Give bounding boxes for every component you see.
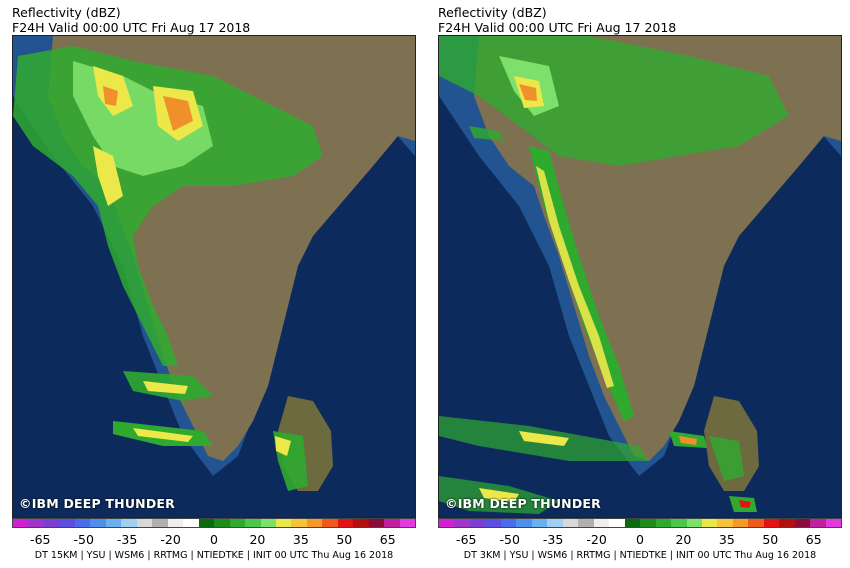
colorbar-tick-label: 0 xyxy=(636,532,644,547)
colorbar-segment xyxy=(624,519,641,527)
colorbar-segment xyxy=(13,519,29,527)
colorbar-tick-label: 35 xyxy=(292,532,309,547)
panel-title: Reflectivity (dBZ) F24H Valid 00:00 UTC … xyxy=(438,5,676,35)
colorbar-segment xyxy=(183,519,199,527)
colorbar-segment xyxy=(485,519,501,527)
colorbar-segment xyxy=(167,519,184,527)
panel-15km: Reflectivity (dBZ) F24H Valid 00:00 UTC … xyxy=(10,0,416,568)
colorbar-tick-label: -50 xyxy=(499,532,520,547)
colorbar-segment xyxy=(701,519,718,527)
colorbar-tick-label: -35 xyxy=(116,532,138,547)
watermark: ©IBM DEEP THUNDER xyxy=(19,496,175,511)
colorbar-ticks: -65 -50 -35 -20 0 20 35 50 65 xyxy=(12,532,416,547)
colorbar-segment xyxy=(500,519,517,527)
colorbar-segment xyxy=(810,519,826,527)
colorbar-tick-label: 20 xyxy=(249,532,266,547)
colorbar-segment xyxy=(384,519,400,527)
colorbar-segment xyxy=(136,519,153,527)
colorbar-tick-label: -50 xyxy=(73,532,94,547)
colorbar-tick-label: -65 xyxy=(456,532,477,547)
colorbar-segment xyxy=(229,519,246,527)
colorbar-tick-label: -35 xyxy=(542,532,564,547)
colorbar-segment xyxy=(275,519,292,527)
colorbar-segment xyxy=(671,519,687,527)
colorbar-segment xyxy=(779,519,795,527)
colorbar-segment xyxy=(152,519,168,527)
colorbar-segment xyxy=(59,519,75,527)
colorbar-tick-label: 0 xyxy=(210,532,218,547)
colorbar-segment xyxy=(260,519,276,527)
title-variable: Reflectivity (dBZ) xyxy=(438,5,547,20)
colorbar-ticks: -65 -50 -35 -20 0 20 35 50 65 xyxy=(438,532,842,547)
colorbar-tick-label: 50 xyxy=(762,532,779,547)
colorbar-segment xyxy=(214,519,230,527)
colorbar-tick-label: 35 xyxy=(718,532,735,547)
colorbar-segment xyxy=(763,519,780,527)
colorbar-segment xyxy=(198,519,215,527)
colorbar-segment xyxy=(105,519,122,527)
panel-3km: Reflectivity (dBZ) F24H Valid 00:00 UTC … xyxy=(436,0,842,568)
title-variable: Reflectivity (dBZ) xyxy=(12,5,121,20)
colorbar-segment xyxy=(794,519,811,527)
colorbar-tick-label: 65 xyxy=(379,532,396,547)
colorbar-segment xyxy=(732,519,749,527)
colorbar-segment xyxy=(516,519,532,527)
precipitation-echoes xyxy=(13,46,323,491)
precipitation-echoes xyxy=(439,36,789,514)
title-valid-time: F24H Valid 00:00 UTC Fri Aug 17 2018 xyxy=(12,20,251,35)
watermark: ©IBM DEEP THUNDER xyxy=(445,496,601,511)
panel-title: Reflectivity (dBZ) F24H Valid 00:00 UTC … xyxy=(12,5,250,35)
colorbar-segment xyxy=(593,519,610,527)
colorbar-tick-label: 65 xyxy=(805,532,822,547)
colorbar-segment xyxy=(655,519,672,527)
colorbar-segment xyxy=(531,519,548,527)
colorbar-tick-label: 50 xyxy=(336,532,353,547)
colorbar xyxy=(12,518,416,528)
colorbar-segment xyxy=(686,519,702,527)
model-footer: DT 3KM | YSU | WSM6 | RRTMG | NTIEDTKE |… xyxy=(463,550,817,561)
colorbar-segment xyxy=(291,519,307,527)
colorbar-segment xyxy=(74,519,91,527)
map-graphic xyxy=(13,36,415,517)
radar-map: ©IBM DEEP THUNDER xyxy=(438,35,842,518)
colorbar-segment xyxy=(640,519,656,527)
colorbar-segment xyxy=(90,519,106,527)
colorbar-segment xyxy=(43,519,60,527)
colorbar-segment xyxy=(245,519,261,527)
colorbar-segment xyxy=(609,519,625,527)
colorbar-segment xyxy=(454,519,470,527)
map-graphic xyxy=(439,36,841,517)
model-footer: DT 15KM | YSU | WSM6 | RRTMG | NTIEDTKE … xyxy=(34,550,394,561)
colorbar-segment xyxy=(121,519,137,527)
colorbar-segment xyxy=(562,519,579,527)
colorbar-segment xyxy=(306,519,323,527)
colorbar-tick-label: -20 xyxy=(586,532,607,547)
colorbar-tick-label: 20 xyxy=(675,532,692,547)
colorbar-segment xyxy=(439,519,455,527)
colorbar xyxy=(438,518,842,528)
colorbar-segment xyxy=(717,519,733,527)
colorbar-segment xyxy=(368,519,385,527)
colorbar-segment xyxy=(337,519,354,527)
colorbar-segment xyxy=(353,519,369,527)
colorbar-segment xyxy=(28,519,44,527)
colorbar-tick-label: -65 xyxy=(30,532,51,547)
colorbar-segment xyxy=(399,519,416,527)
colorbar-segment xyxy=(748,519,764,527)
colorbar-segment xyxy=(547,519,563,527)
colorbar-segment xyxy=(578,519,594,527)
colorbar-segment xyxy=(469,519,486,527)
colorbar-segment xyxy=(825,519,842,527)
title-valid-time: F24H Valid 00:00 UTC Fri Aug 17 2018 xyxy=(438,20,677,35)
radar-map: ©IBM DEEP THUNDER xyxy=(12,35,416,518)
colorbar-tick-label: -20 xyxy=(160,532,181,547)
colorbar-segment xyxy=(322,519,338,527)
